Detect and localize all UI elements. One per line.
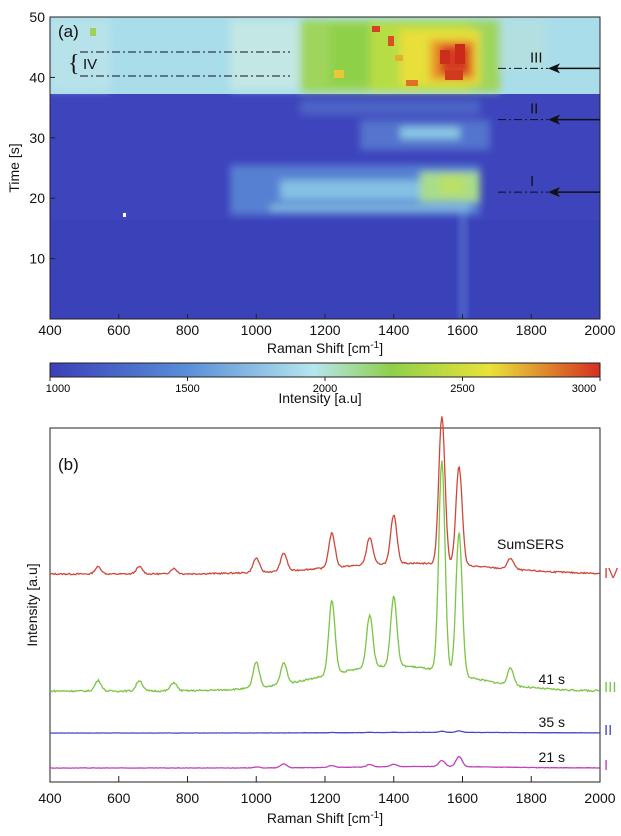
colorbar-tick-label: 1000 (46, 383, 70, 395)
colorbar: 1000 1500 2000 2500 3000 Intensity [a.u] (46, 362, 601, 406)
colorbar-tick-label: 2000 (313, 383, 337, 395)
spectra-x-ticks: 400 600 800 1000 1200 1400 1600 1800 2000 (38, 776, 616, 806)
spectra-x-tick-label: 1400 (378, 790, 409, 806)
spectra-y-axis-label: Intensity [a.u] (24, 563, 40, 646)
spectrum-line-I (49, 756, 600, 769)
heatmap-x-axis-label: Raman Shift [cm-1] (267, 340, 383, 356)
heatmap-x-tick-label: 1600 (447, 322, 478, 338)
spectrum-line-II (49, 730, 600, 734)
heatmap-y-tick-label: 20 (29, 190, 45, 206)
colorbar-gradient (49, 362, 601, 378)
colorbar-tick-label: 2500 (450, 383, 474, 395)
colorbar-tick-label: 1500 (175, 383, 199, 395)
spectrum-line-IV (49, 416, 600, 576)
spectra-labels: IV III 41 s II 35 s I 21 s (539, 565, 619, 774)
heatmap-x-tick-label: 1400 (378, 322, 409, 338)
spectra-lines (49, 416, 601, 769)
heatmap-y-tick-label: 50 (29, 9, 45, 25)
spectra-x-tick-label: 1600 (447, 790, 478, 806)
spectrum-time-label: 35 s (539, 714, 565, 730)
panel-a-label: (a) (58, 22, 79, 41)
bracket-iv: { IV (68, 51, 290, 77)
marker-label: I (530, 173, 534, 190)
spectra-x-tick-label: 1200 (309, 790, 340, 806)
marker-arrow-head (548, 114, 560, 125)
bracket-iv-label: IV (83, 56, 97, 73)
spectra-x-tick-label: 1000 (241, 790, 272, 806)
spectra-x-tick-label: 600 (107, 790, 131, 806)
spectra-x-tick-label: 1800 (516, 790, 547, 806)
spectra-x-tick-label: 800 (176, 790, 200, 806)
spectra-x-tick-label: 2000 (584, 790, 615, 806)
spectra-x-axis-label: Raman Shift [cm-1] (267, 810, 383, 826)
spectrum-roman-label: II (604, 722, 612, 739)
spectrum-time-label: 21 s (539, 749, 565, 765)
spectrum-roman-label: I (604, 757, 608, 774)
marker-arrow-head (548, 187, 560, 198)
colorbar-ticks: 1000 1500 2000 2500 3000 (46, 377, 601, 395)
sumsers-label: SumSERS (497, 536, 564, 552)
spectrum-roman-label: IV (604, 565, 618, 582)
heatmap-y-ticks: 10 20 30 40 50 (29, 9, 55, 267)
heatmap-y-tick-label: 40 (29, 69, 45, 85)
marker-label: III (530, 49, 543, 66)
panel-b-label: (b) (58, 455, 79, 474)
spectra-x-tick-label: 400 (38, 790, 62, 806)
heatmap-x-tick-label: 1000 (241, 322, 272, 338)
colorbar-label: Intensity [a.u] (278, 390, 361, 406)
heatmap-x-ticks: 400 600 800 1000 1200 1400 1600 1800 2000 (38, 314, 616, 338)
heatmap-y-tick-label: 30 (29, 130, 45, 146)
svg-text:{: { (68, 51, 80, 77)
spectrum-time-label: 41 s (539, 671, 565, 687)
heatmap-x-tick-label: 400 (38, 322, 62, 338)
spectrum-line-III (49, 460, 601, 693)
heatmap-y-axis-label: Time [s] (6, 143, 22, 192)
heatmap-panel: 400 600 800 1000 1200 1400 1600 1800 2000 10 20 30… (6, 9, 616, 356)
heatmap-x-tick-label: 600 (107, 322, 131, 338)
heatmap-image (50, 17, 600, 319)
colorbar-tick-label: 3000 (572, 383, 596, 395)
spectra-panel: 400 600 800 1000 1200 1400 1600 1800 2000 (b) Ra… (24, 416, 618, 826)
spectra-frame (49, 427, 601, 783)
marker-arrow-head (548, 63, 560, 74)
marker-label: II (530, 101, 538, 118)
heatmap-y-tick-label: 10 (29, 251, 45, 267)
heatmap-x-tick-label: 1800 (516, 322, 547, 338)
heatmap-x-tick-label: 800 (176, 322, 200, 338)
heatmap-x-tick-label: 1200 (309, 322, 340, 338)
heatmap-x-tick-label: 2000 (584, 322, 615, 338)
spectrum-roman-label: III (604, 679, 617, 696)
